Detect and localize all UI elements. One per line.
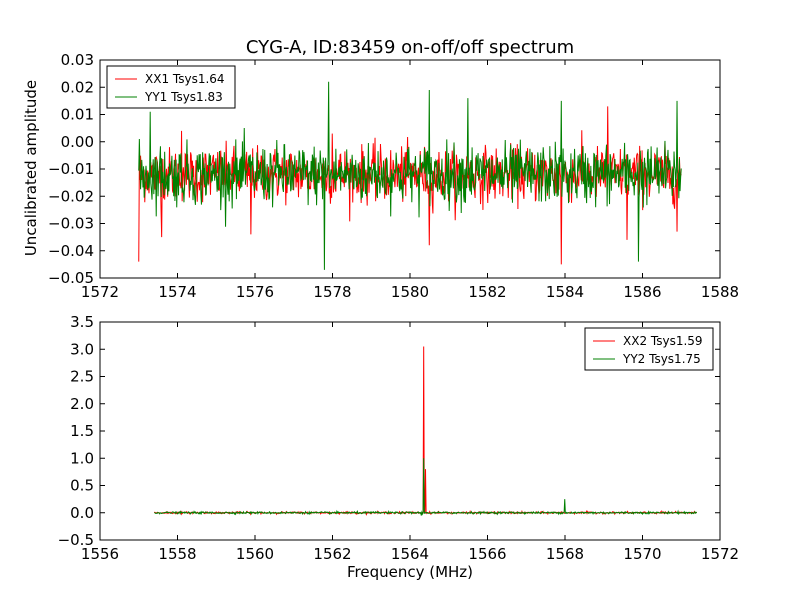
x-tick-label: 1574: [158, 283, 196, 301]
plot-area: [138, 81, 682, 270]
y-tick-label: 1.0: [70, 449, 94, 467]
y-tick-label: −0.02: [48, 187, 94, 205]
y-tick-label: 0.0: [70, 504, 94, 522]
y-tick-label: 0.01: [61, 106, 94, 124]
x-tick-label: 1584: [546, 283, 584, 301]
y-tick-label: 0.5: [70, 477, 94, 495]
x-tick-label: 1568: [546, 545, 584, 563]
x-tick-label: 1562: [313, 545, 351, 563]
x-tick-label: 1572: [701, 545, 739, 563]
x-tick-label: 1564: [391, 545, 429, 563]
x-tick-label: 1580: [391, 283, 429, 301]
series-line-0-1: [138, 81, 682, 270]
y-tick-label: 0.00: [61, 133, 94, 151]
y-tick-label: 0.02: [61, 78, 94, 96]
legend-entry: YY1 Tsys1.83: [144, 90, 223, 104]
x-tick-label: 1556: [81, 545, 119, 563]
y-tick-label: 1.5: [70, 422, 94, 440]
legend-entry: XX1 Tsys1.64: [145, 72, 225, 86]
x-axis-label: Frequency (MHz): [347, 563, 473, 581]
y-axis-label: Uncalibrated amplitude: [22, 80, 40, 256]
x-tick-label: 1572: [81, 283, 119, 301]
y-tick-label: −0.03: [48, 215, 94, 233]
legend-box: [584, 327, 714, 371]
bottom-panel: 1556 1558 1560 1562 1564 1566 1568 1570 1572 −0.5…: [58, 313, 740, 563]
y-tick-label: −0.04: [48, 242, 94, 260]
x-tick-label: 1578: [313, 283, 351, 301]
legend: XX2 Tsys1.59 YY2 Tsys1.75: [584, 327, 714, 371]
x-tick-label: 1570: [623, 545, 661, 563]
x-tick-label: 1586: [623, 283, 661, 301]
legend-box: [106, 65, 236, 109]
plot-area: [153, 346, 698, 516]
top-panel: 1572 1574 1576 1578 1580 1582 1584 1586 1588 −0.0…: [48, 51, 739, 301]
y-tick-label: 2.5: [70, 368, 94, 386]
x-tick-label: 1560: [236, 545, 274, 563]
legend-entry: XX2 Tsys1.59: [623, 334, 703, 348]
y-tick-label: 3.0: [70, 340, 94, 358]
x-tick-label: 1582: [468, 283, 506, 301]
legend-entry: YY2 Tsys1.75: [622, 352, 701, 366]
series-line-1-1: [154, 458, 698, 516]
x-tick-label: 1566: [468, 545, 506, 563]
chart-title: CYG-A, ID:83459 on-off/off spectrum: [246, 37, 574, 58]
x-tick-label: 1558: [158, 545, 196, 563]
y-tick-label: 0.03: [61, 51, 94, 69]
x-tick-label: 1576: [236, 283, 274, 301]
x-tick-label: 1588: [701, 283, 739, 301]
y-tick-label: 2.0: [70, 395, 94, 413]
y-tick-label: −0.01: [48, 160, 94, 178]
legend: XX1 Tsys1.64 YY1 Tsys1.83: [106, 65, 236, 109]
y-tick-label: −0.5: [58, 531, 94, 549]
series-line-1-0: [153, 346, 698, 516]
y-tick-label: 3.5: [70, 313, 94, 331]
y-tick-label: −0.05: [48, 269, 94, 287]
